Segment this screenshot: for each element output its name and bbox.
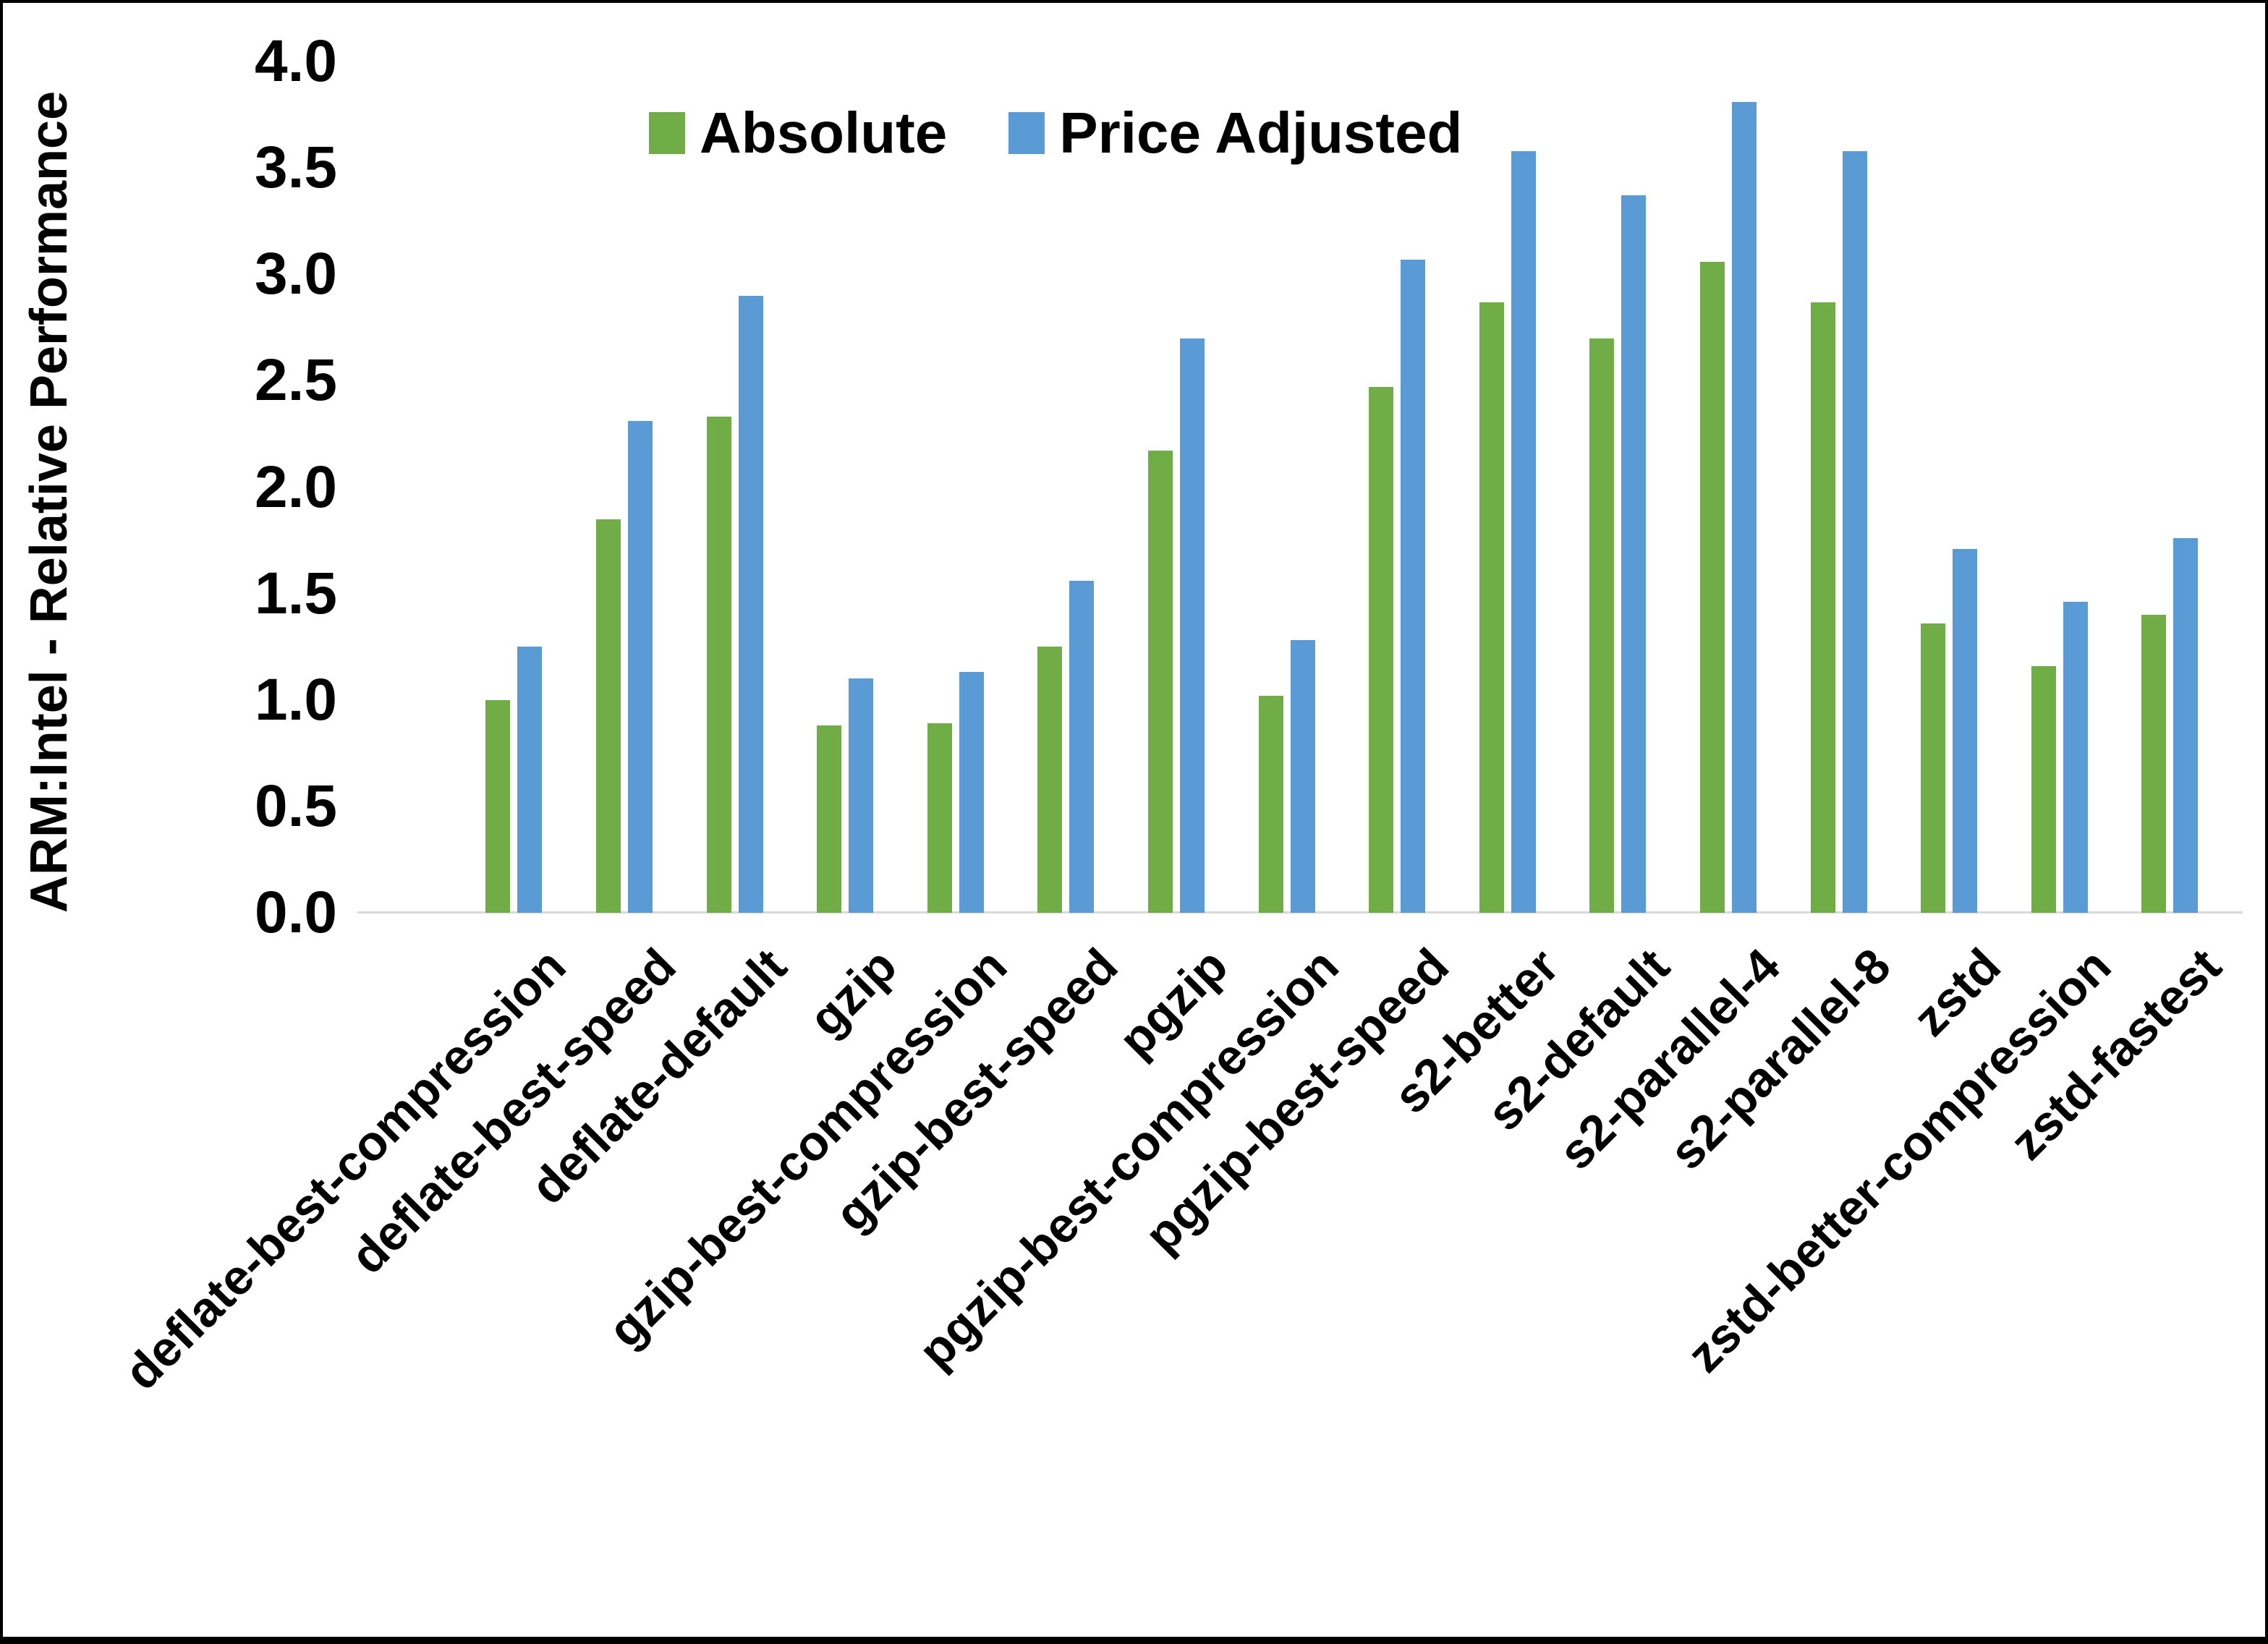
y-axis-title: ARM:Intel - Relative Performance	[20, 90, 78, 913]
bar-price-adjusted-s2-parallel-4	[1731, 102, 1757, 913]
y-tick-label-0.0: 0.0	[255, 880, 337, 945]
bar-absolute-deflate-best-speed	[595, 519, 621, 913]
y-tick-label-1.0: 1.0	[255, 666, 337, 733]
bar-price-adjusted-deflate-best-speed	[627, 421, 653, 913]
bar-absolute-s2-better	[1479, 302, 1504, 913]
y-tick-label-3.0: 3.0	[255, 241, 337, 307]
bar-price-adjusted-pgzip-best-speed	[1401, 260, 1426, 913]
x-tick-label-deflate-best-compression: deflate-best-compression	[114, 938, 577, 1401]
bar-absolute-zstd	[1921, 623, 1946, 913]
bar-price-adjusted-gzip-best-speed	[1069, 581, 1095, 913]
y-tick-label-4.0: 4.0	[255, 28, 337, 94]
bar-absolute-deflate-best-compression	[485, 700, 511, 913]
legend-swatch-absolute	[649, 112, 685, 154]
y-tick-label-1.5: 1.5	[255, 560, 337, 626]
bar-price-adjusted-pgzip-best-compression	[1290, 640, 1315, 913]
bar-absolute-gzip-best-speed	[1037, 647, 1063, 913]
legend-label-price-adjusted: Price Adjusted	[1059, 101, 1463, 165]
y-tick-label-2.5: 2.5	[255, 347, 337, 414]
y-tick-label-3.5: 3.5	[255, 135, 337, 201]
bar-price-adjusted-deflate-best-compression	[517, 647, 543, 913]
bar-price-adjusted-zstd-better-compression	[2063, 602, 2088, 913]
bar-absolute-gzip	[817, 725, 842, 913]
bar-absolute-pgzip-best-speed	[1369, 387, 1394, 913]
bar-price-adjusted-deflate-default	[738, 296, 763, 913]
legend-label-absolute: Absolute	[700, 101, 948, 165]
bar-absolute-gzip-best-compression	[927, 723, 952, 913]
bar-absolute-deflate-default	[706, 417, 731, 913]
legend-entry-absolute: Absolute	[649, 104, 947, 162]
bar-price-adjusted-gzip	[849, 678, 874, 913]
bar-price-adjusted-pgzip	[1179, 338, 1205, 913]
bar-absolute-s2-parallel-4	[1699, 262, 1725, 913]
legend-entry-price-adjusted: Price Adjusted	[1008, 104, 1462, 162]
bar-absolute-zstd-better-compression	[2031, 666, 2056, 913]
bar-absolute-s2-default	[1589, 338, 1615, 913]
bar-absolute-s2-parallel-8	[1810, 302, 1835, 913]
legend: Absolute Price Adjusted	[649, 104, 1462, 162]
y-tick-label-2.0: 2.0	[255, 453, 337, 520]
bar-price-adjusted-s2-better	[1511, 151, 1536, 913]
bar-price-adjusted-s2-default	[1621, 195, 1647, 913]
bar-absolute-pgzip	[1147, 451, 1173, 913]
bar-absolute-zstd-fastest	[2141, 615, 2167, 913]
bar-price-adjusted-gzip-best-compression	[959, 672, 984, 913]
bar-price-adjusted-s2-parallel-8	[1842, 151, 1867, 913]
bar-price-adjusted-zstd-fastest	[2173, 538, 2199, 913]
bar-price-adjusted-zstd	[1953, 549, 1978, 913]
y-tick-label-0.5: 0.5	[255, 772, 337, 839]
bar-absolute-pgzip-best-compression	[1258, 696, 1283, 913]
legend-swatch-price-adjusted	[1008, 112, 1045, 154]
